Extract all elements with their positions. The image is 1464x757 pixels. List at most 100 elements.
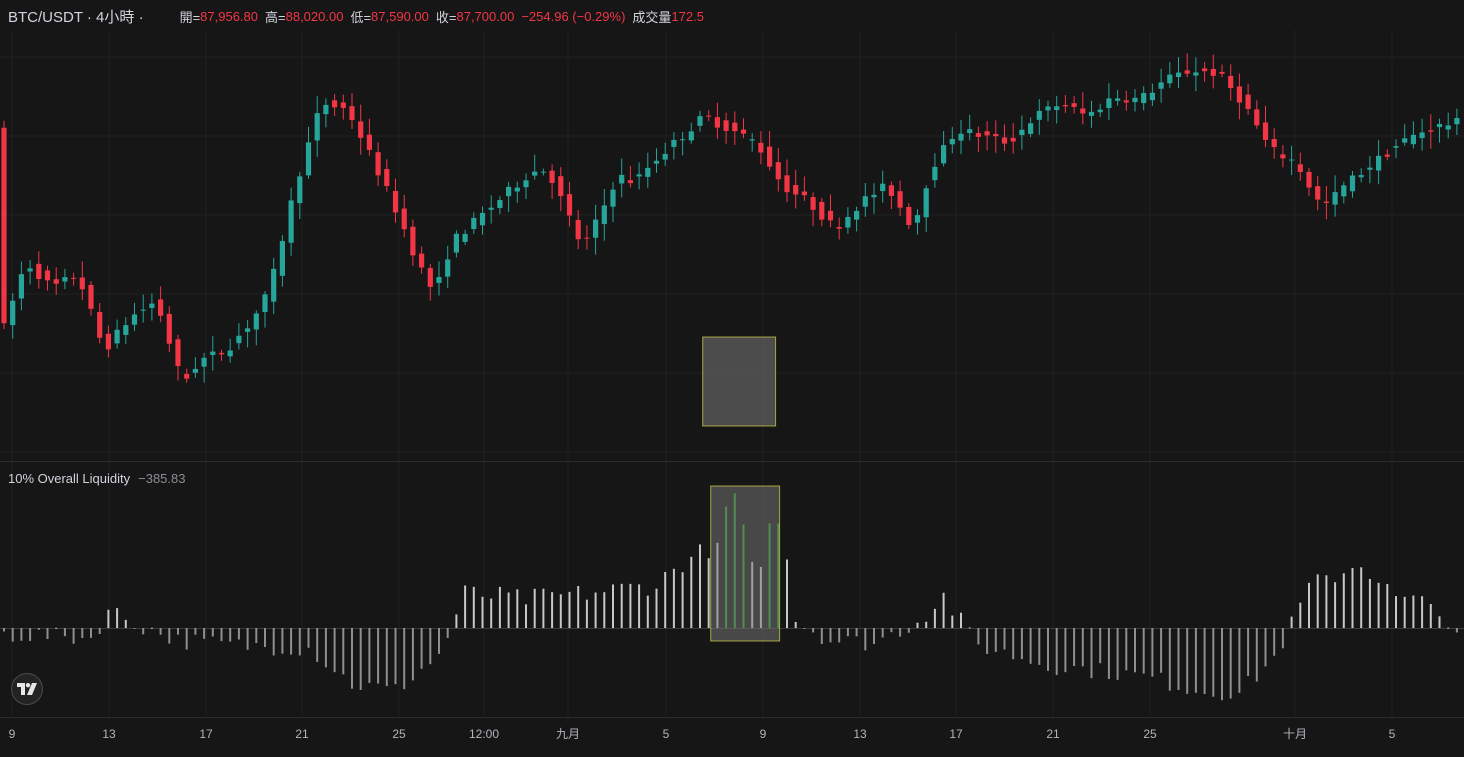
indicator-legend[interactable]: 10% Overall Liquidity −385.83 [8,471,185,486]
candle [1445,112,1451,139]
candle [453,230,459,258]
liquidity-bar [1229,628,1232,699]
candle [558,167,564,212]
x-tick-label: 17 [949,727,963,741]
liquidity-bar [246,628,249,650]
liquidity-bar [1029,628,1032,664]
candle [436,261,442,296]
liquidity-bar [1264,628,1267,667]
liquidity-bar [142,628,145,635]
indicator-name[interactable]: 10% Overall Liquidity [8,471,131,486]
liquidity-bar [838,628,841,643]
liquidity-bar [281,628,284,654]
candle [688,122,694,144]
liquidity-bar [185,628,188,650]
time-axis[interactable]: 9 13 17 21 25 12:00 九月 5 9 13 17 21 25 十月 5 [9,727,1396,741]
symbol-title[interactable]: BTC/USDT · 4小時 · [8,8,144,26]
candle [506,181,512,213]
liquidity-bar [1377,582,1380,628]
liquidity-bar [324,628,327,668]
liquidity-bar [1151,628,1154,677]
candle [1349,170,1356,198]
candle [1280,145,1286,168]
candle [131,302,138,331]
price-highlight-box [702,336,777,427]
liquidity-bar [812,628,815,633]
candle [1062,95,1068,113]
liquidity-bar [638,584,641,628]
candle [123,317,129,344]
candle [1410,121,1416,149]
candle [914,209,921,235]
candle [1393,139,1399,159]
liquidity-bar [98,628,101,635]
candle [245,320,251,348]
candle [1167,62,1173,88]
x-tick-label: 12:00 [469,727,499,741]
liquidity-bar [290,628,293,655]
candle [897,180,903,217]
candle [1262,105,1269,148]
candle [1297,152,1303,181]
candle [871,183,877,214]
liquidity-bar [1412,595,1415,628]
candle [479,206,486,235]
tradingview-logo-icon[interactable] [11,673,43,705]
candle [1454,108,1460,135]
candle [271,257,277,315]
candle [305,126,312,179]
liquidity-bar [203,628,206,639]
liquidity-bar [1299,602,1302,628]
candle [358,104,364,155]
candle [1219,64,1225,78]
candle [340,94,346,120]
candle [767,130,773,171]
liquidity-bar [1212,628,1215,697]
candle [636,162,642,190]
volume-value: 172.5 [671,8,704,24]
candle [1184,53,1190,78]
open-label: 開= [179,9,201,25]
candle [1149,83,1155,106]
liquidity-bar [438,628,440,654]
liquidity-bar [229,628,232,642]
liquidity-bar [1429,604,1432,628]
candle [862,183,868,217]
liquidity-bar [672,568,675,628]
liquidity-bar [577,586,580,628]
liquidity-bar [1421,596,1424,628]
candle [941,131,947,167]
candle [53,267,59,295]
liquidity-bar [1160,628,1163,673]
liquidity-bar [446,628,449,638]
candle [1210,54,1216,89]
candle [140,294,146,323]
liquidity-bar [46,628,49,639]
liquidity-bar [168,628,171,644]
candle [1436,118,1443,143]
candle [332,94,338,116]
candle [975,126,981,153]
candle [1367,155,1373,184]
candle [192,357,198,378]
liquidity-bar [403,628,406,690]
candle [1341,181,1347,204]
candle [610,181,616,223]
candle [44,265,51,291]
liquidity-bar [1455,628,1458,633]
candle [906,203,912,230]
x-tick-label: 13 [853,727,867,741]
candle [1097,103,1103,117]
liquidity-bar [107,609,110,628]
liquidity-bar [846,628,849,637]
liquidity-bar [681,572,684,628]
candle [88,281,94,316]
liquidity-bar [994,628,997,652]
liquidity-bar [133,628,136,629]
liquidity-bar [951,615,954,628]
liquidity-bar [394,628,397,685]
candle [949,126,955,154]
candle [662,142,668,166]
liquidity-bar [603,592,606,628]
